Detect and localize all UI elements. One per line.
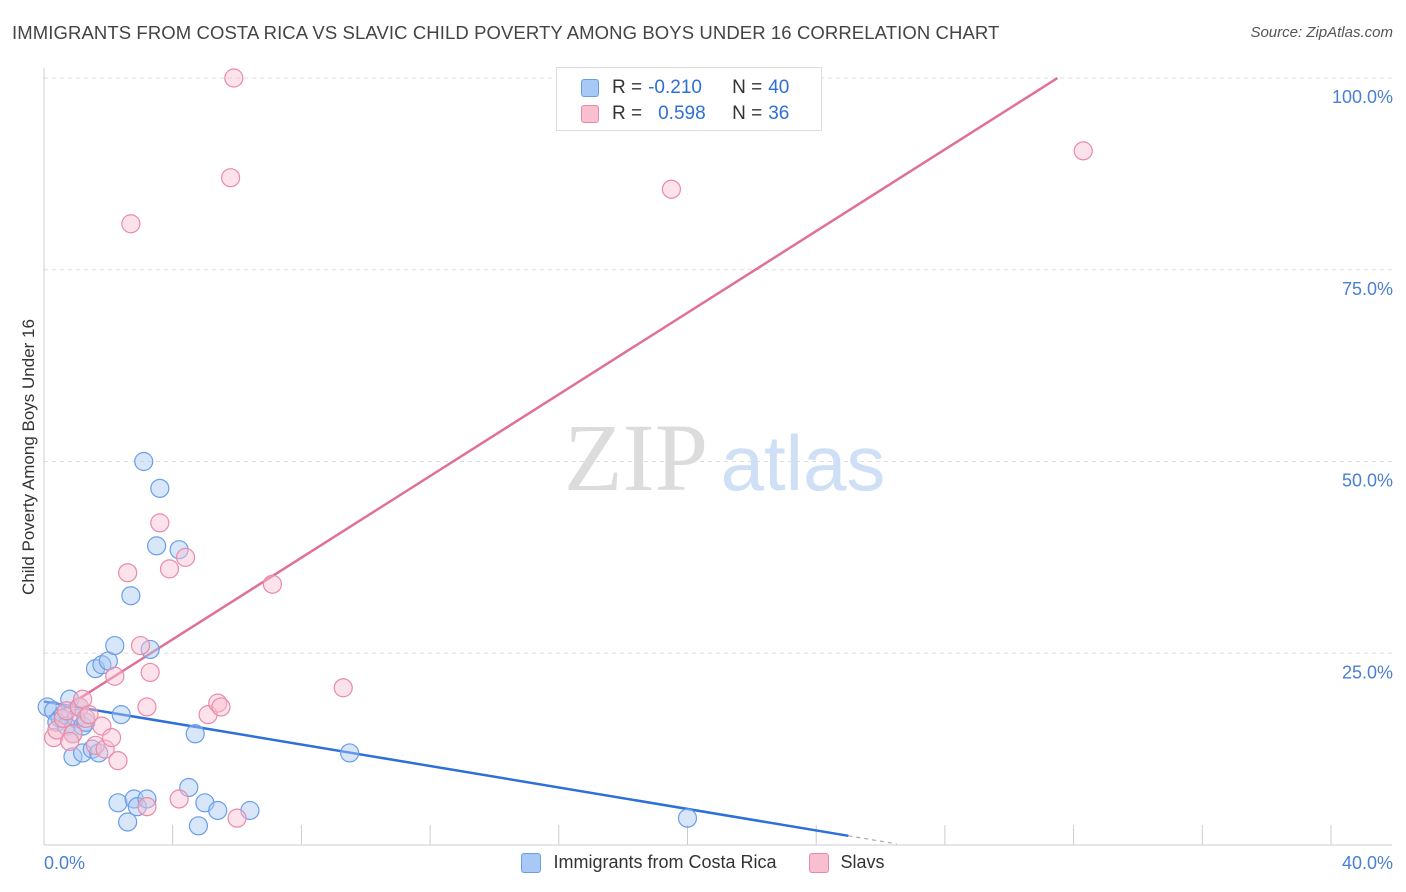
x-tick-labels: 0.0% 40.0% [44,853,1393,873]
point-costa-rica [188,816,209,836]
legend-r-label: R = [612,103,643,124]
watermark: ZIP atlas [564,404,885,511]
point-costa-rica [208,800,228,821]
y-tick-label: 75.0% [1342,279,1393,299]
point-slavs [60,731,80,752]
series-label-slavs: Slavs [840,852,885,872]
point-slavs [224,68,244,88]
data-points [37,68,1093,836]
point-slavs [140,662,160,683]
point-slavs [150,513,170,533]
point-costa-rica [137,789,157,809]
axes [43,68,1392,846]
x-tick-label: 0.0% [44,853,85,873]
point-slavs [53,708,73,729]
legend-r-label: R = [612,77,643,98]
x-tick-label: 40.0% [1342,853,1393,873]
point-costa-rica [105,635,125,656]
point-slavs [169,789,189,809]
point-slavs [47,720,67,740]
point-slavs [1073,141,1093,161]
trend-line-slavs [59,76,1059,712]
trend-line-extension [848,835,897,845]
point-slavs [85,735,106,755]
watermark-atlas: atlas [721,419,886,507]
point-slavs [118,563,138,583]
series-swatch-slavs [808,852,829,873]
point-costa-rica [111,705,131,725]
point-slavs [69,697,89,717]
point-slavs [105,666,125,686]
legend-r-value: -0.210 [648,77,702,98]
point-slavs [227,808,247,828]
series-legend-item-slavs: Slavs [808,852,885,873]
legend-n-value: 40 [768,77,790,98]
point-costa-rica [340,743,360,763]
y-axis-label: Child Poverty Among Boys Under 16 [19,319,38,595]
point-slavs [79,705,99,725]
point-slavs [262,574,283,594]
watermark-zip: ZIP [564,404,708,511]
y-tick-label: 25.0% [1342,662,1393,682]
point-costa-rica [169,540,189,560]
point-slavs [101,728,122,748]
legend-row-costa-rica: R = -0.210 N = 40 [581,76,789,100]
legend-n-value: 36 [768,103,790,124]
legend-row-slavs: R = 0.598 N = 36 [581,102,789,126]
point-costa-rica [147,536,167,556]
legend-n-label: N = [732,103,763,124]
series-legend: Immigrants from Costa Rica Slavs [0,852,1406,873]
point-slavs [661,179,682,199]
legend-n-label: N = [732,77,763,98]
point-costa-rica [63,747,83,767]
trend-line-costa-rica [43,700,849,838]
point-slavs [175,547,196,567]
point-costa-rica [108,793,128,813]
point-slavs [333,678,353,698]
point-slavs [159,559,180,579]
point-costa-rica [150,478,170,498]
point-costa-rica [127,797,147,817]
series-legend-item-costa-rica: Immigrants from Costa Rica [521,852,777,873]
point-slavs [44,728,64,748]
trend-lines [43,76,1059,845]
series-label-costa-rica: Immigrants from Costa Rica [553,852,777,872]
point-costa-rica [121,586,141,606]
point-slavs [137,697,157,717]
point-slavs [108,751,128,771]
point-costa-rica [56,716,77,736]
legend-swatch-slavs [581,105,599,123]
point-slavs [130,635,151,656]
legend-r-value: 0.598 [658,103,706,124]
series-swatch-costa-rica [521,852,542,873]
point-slavs [56,701,77,721]
y-tick-labels: 25.0% 50.0% 75.0% 100.0% [1332,87,1393,682]
point-slavs [63,724,83,744]
point-slavs [211,697,231,717]
point-slavs [95,739,115,759]
grid-lines [44,77,1392,654]
y-tick-label: 50.0% [1342,471,1393,491]
y-tick-label: 100.0% [1332,87,1393,107]
chart-title: IMMIGRANTS FROM COSTA RICA VS SLAVIC CHI… [12,22,1000,43]
point-costa-rica [185,724,205,744]
point-costa-rica [134,451,154,472]
legend-swatch-costa-rica [581,79,599,97]
correlation-legend: R = -0.210 N = 40 R = 0.598 N = 36 [556,67,822,131]
source-label: Source: ZipAtlas.com [1250,24,1393,41]
point-costa-rica [118,812,138,832]
point-slavs [137,797,157,817]
point-costa-rica [677,808,698,828]
point-slavs [221,168,241,188]
point-slavs [121,214,141,234]
point-costa-rica [140,639,160,660]
